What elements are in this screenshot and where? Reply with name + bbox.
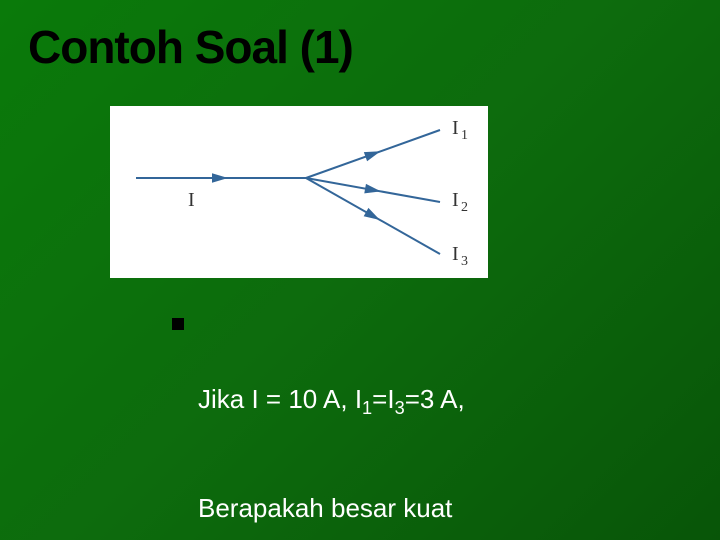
- q-frag: Jika I = 10 A, I: [198, 384, 362, 414]
- svg-text:3: 3: [461, 254, 468, 269]
- question-text: Jika I = 10 A, I1=I3=3 A, Berapakah besa…: [198, 312, 465, 540]
- svg-text:I: I: [452, 243, 459, 265]
- q-frag: =3 A,: [405, 384, 465, 414]
- circuit-svg: II1I2I3: [110, 106, 488, 278]
- bullet-icon: [172, 318, 184, 330]
- slide-title: Contoh Soal (1): [28, 20, 353, 74]
- q-line2: Berapakah besar kuat: [198, 493, 452, 523]
- svg-text:I: I: [188, 189, 195, 211]
- q-sub: 1: [362, 398, 372, 418]
- svg-text:2: 2: [461, 200, 468, 215]
- svg-text:I: I: [452, 117, 459, 139]
- q-sub: 3: [395, 398, 405, 418]
- circuit-diagram: II1I2I3: [110, 106, 488, 278]
- svg-text:I: I: [452, 189, 459, 211]
- svg-text:1: 1: [461, 128, 468, 143]
- q-line1: Jika I = 10 A, I1=I3=3 A,: [198, 384, 465, 414]
- q-frag: =I: [372, 384, 394, 414]
